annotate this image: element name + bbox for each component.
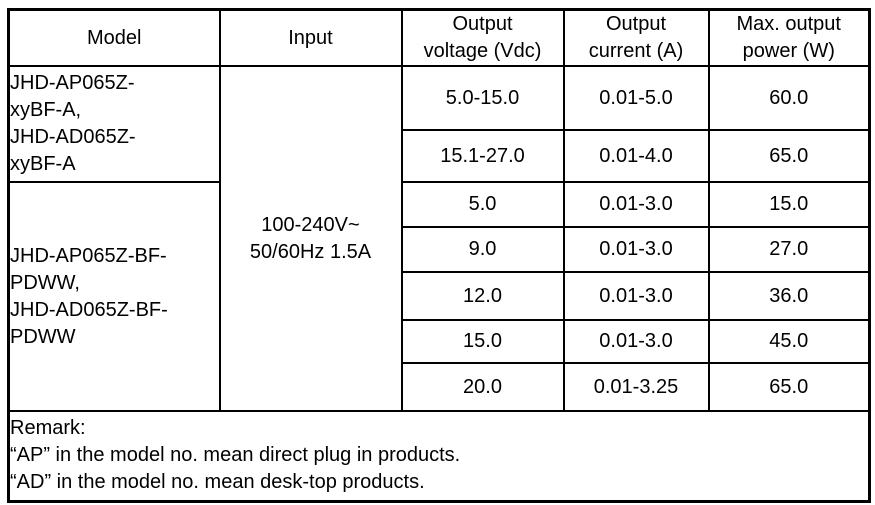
header-row: Model Input Output voltage (Vdc) Output …	[7, 8, 871, 67]
col-header-output-voltage: Output voltage (Vdc)	[400, 8, 565, 67]
output-current-cell: 0.01-3.25	[562, 362, 710, 412]
output-voltage-cell: 15.0	[400, 319, 565, 364]
max-power-cell: 60.0	[707, 65, 871, 131]
max-power-cell: 45.0	[707, 319, 871, 364]
model-group-2-cell: JHD-AP065Z-BF- PDWW, JHD-AD065Z-BF- PDWW	[7, 181, 221, 412]
col-header-input: Input	[218, 8, 403, 67]
output-current-cell: 0.01-3.0	[562, 271, 710, 321]
table-row: 15.1-27.0 0.01-4.0 65.0	[9, 129, 871, 183]
max-power-cell: 36.0	[707, 271, 871, 321]
table-row: JHD-AP065Z- xyBF-A, JHD-AD065Z- xyBF-A 1…	[7, 65, 871, 412]
output-current-cell: 0.01-3.0	[562, 226, 710, 273]
table-row: 15.0 0.01-3.0 45.0	[9, 319, 871, 364]
col-header-model: Model	[7, 8, 221, 67]
max-power-cell: 15.0	[707, 181, 871, 228]
table-row: 20.0 0.01-3.25 65.0	[9, 362, 871, 412]
output-voltage-cell: 15.1-27.0	[400, 129, 565, 183]
remark-cell: Remark: “AP” in the model no. mean direc…	[7, 410, 871, 502]
table-row: 9.0 0.01-3.0 27.0	[9, 226, 871, 273]
table-row: JHD-AP065Z-BF- PDWW, JHD-AD065Z-BF- PDWW…	[7, 181, 871, 412]
output-voltage-cell: 5.0	[400, 181, 565, 228]
table-row: 12.0 0.01-3.0 36.0	[9, 271, 871, 321]
col-header-max-output-power: Max. output power (W)	[707, 8, 871, 67]
output-voltage-cell: 12.0	[400, 271, 565, 321]
output-current-cell: 0.01-4.0	[562, 129, 710, 183]
max-power-cell: 65.0	[707, 362, 871, 412]
col-header-output-current: Output current (A)	[562, 8, 710, 67]
model-group-1-cell: JHD-AP065Z- xyBF-A, JHD-AD065Z- xyBF-A	[7, 65, 221, 183]
remark-row: Remark: “AP” in the model no. mean direc…	[7, 410, 871, 502]
input-cell: 100-240V~ 50/60Hz 1.5A	[218, 65, 403, 412]
max-power-cell: 27.0	[707, 226, 871, 273]
output-voltage-cell: 5.0-15.0	[400, 65, 565, 131]
output-current-cell: 0.01-5.0	[562, 65, 710, 131]
output-voltage-cell: 9.0	[400, 226, 565, 273]
max-power-cell: 65.0	[707, 129, 871, 183]
output-voltage-cell: 20.0	[400, 362, 565, 412]
output-current-cell: 0.01-3.0	[562, 181, 710, 228]
output-current-cell: 0.01-3.0	[562, 319, 710, 364]
power-spec-table: Model Input Output voltage (Vdc) Output …	[7, 8, 871, 503]
